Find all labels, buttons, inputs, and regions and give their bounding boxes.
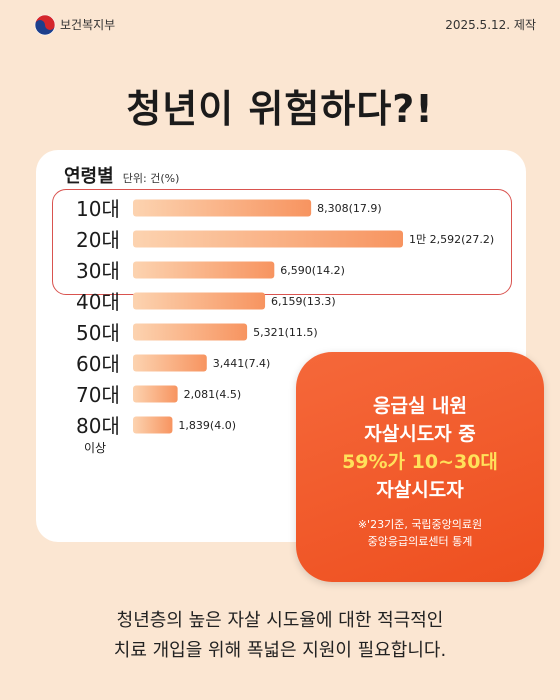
bar <box>133 323 248 341</box>
callout-line-3: 59%가 10~30대 <box>342 451 498 473</box>
caption-line-2: 치료 개입을 위해 폭넓은 지원이 필요합니다. <box>113 640 447 661</box>
chart-title: 연령별 <box>64 166 114 187</box>
category-label: 40대 <box>76 290 120 314</box>
data-label: 2,081(4.5) <box>184 388 242 401</box>
bar <box>133 199 312 217</box>
chart-unit: 단위: 건(%) <box>122 172 180 185</box>
data-label: 3,441(7.4) <box>213 357 271 370</box>
category-label: 30대 <box>76 259 120 283</box>
callout-box: 응급실 내원 자살시도자 중 59%가 10~30대 자살시도자 ※'23기준,… <box>296 352 544 582</box>
callout-note-2: 중앙응급의료센터 통계 <box>367 535 473 548</box>
callout-note-1: ※'23기준, 국립중앙의료원 <box>357 518 483 531</box>
data-label: 5,321(11.5) <box>253 326 318 339</box>
bar <box>133 292 266 310</box>
caption: 청년층의 높은 자살 시도율에 대한 적극적인 치료 개입을 위해 폭넓은 지원… <box>0 606 560 666</box>
category-label: 80대 <box>76 414 120 438</box>
data-label: 1,839(4.0) <box>178 419 236 432</box>
callout-line-1: 응급실 내원 <box>372 395 467 417</box>
page-title: 청년이 위험하다?! <box>126 87 434 131</box>
category-label: 10대 <box>76 197 120 221</box>
callout-line-4: 자살시도자 <box>376 479 464 501</box>
data-label: 6,590(14.2) <box>280 264 345 277</box>
data-label: 1만 2,592(27.2) <box>409 233 494 246</box>
bar <box>133 354 207 372</box>
data-label: 8,308(17.9) <box>317 202 382 215</box>
top-bar: 보건복지부 2025.5.12. 제작 <box>0 0 560 44</box>
bar <box>133 230 403 248</box>
bar <box>133 385 178 403</box>
category-label-suffix: 이상 <box>84 441 106 455</box>
bar <box>133 416 173 434</box>
category-label: 60대 <box>76 352 120 376</box>
callout-line-2: 자살시도자 중 <box>364 423 476 445</box>
data-label: 6,159(13.3) <box>271 295 336 308</box>
callout-source-note: ※'23기준, 국립중앙의료원 중앙응급의료센터 통계 <box>296 516 544 550</box>
chart-header: 연령별 단위: 건(%) <box>64 162 179 188</box>
caption-line-1: 청년층의 높은 자살 시도율에 대한 적극적인 <box>116 610 444 631</box>
ministry-name: 보건복지부 <box>60 18 116 32</box>
production-date: 2025.5.12. 제작 <box>445 18 536 32</box>
category-label: 70대 <box>76 383 120 407</box>
bar <box>133 261 275 279</box>
youth-highlight-box <box>52 189 512 295</box>
government-logo-icon <box>34 14 56 36</box>
category-label: 20대 <box>76 228 120 252</box>
category-label: 50대 <box>76 321 120 345</box>
